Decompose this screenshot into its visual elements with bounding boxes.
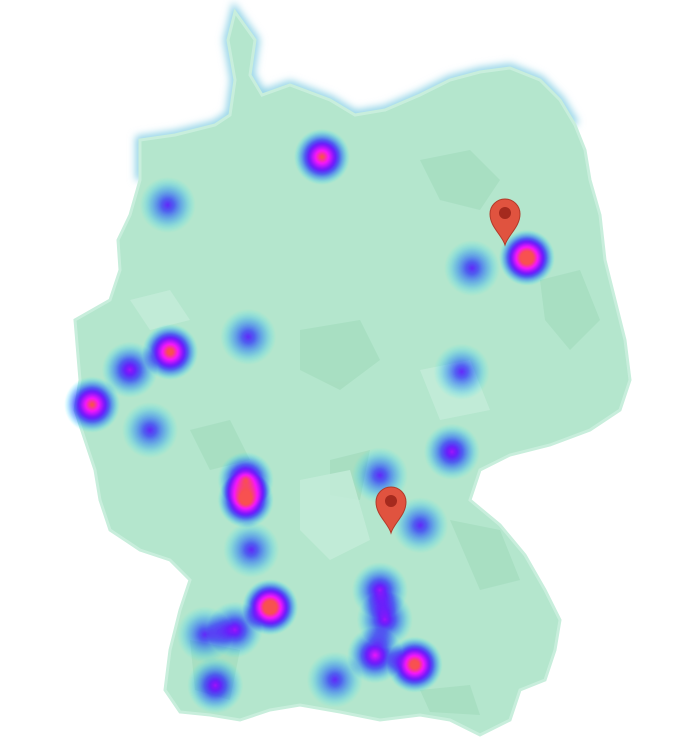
map-marker-2[interactable] xyxy=(374,485,408,535)
map-marker-1[interactable] xyxy=(488,197,522,248)
map-pin-icon xyxy=(489,199,521,248)
map-pin-icon xyxy=(375,486,407,535)
